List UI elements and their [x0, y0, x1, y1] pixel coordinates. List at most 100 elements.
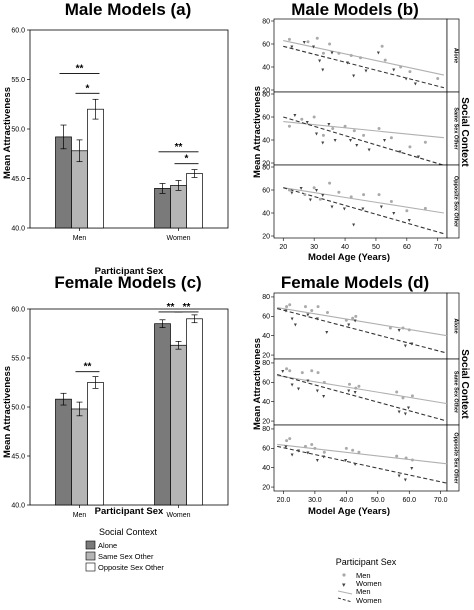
legend-label-men-point: Men [356, 571, 371, 580]
legend-label-same-sex: Same Sex Other [98, 552, 154, 561]
chart-d-point-men [401, 326, 405, 330]
chart-d-point-women: ▾ [325, 330, 328, 336]
chart-d-point-men [404, 456, 408, 460]
chart-d-ytick-label: 20 [262, 352, 270, 359]
chart-a-xlabel: Participant Sex [95, 266, 164, 277]
chart-c-title: Female Models (c) [54, 273, 201, 292]
chart-d-panel-label: Same Sex Other [453, 371, 459, 414]
chart-d-point-men [357, 384, 361, 388]
chart-b-point-men [362, 193, 366, 197]
chart-b-point-women: ▾ [309, 197, 312, 203]
chart-d-xtick-label: 60.0 [402, 497, 416, 504]
chart-b-ytick-label: 20 [262, 233, 270, 240]
chart-b-point-women: ▾ [383, 138, 386, 144]
chart-b-point-women: ▾ [330, 50, 333, 56]
chart-c-bar [186, 318, 203, 506]
chart-d-point-men [310, 442, 314, 446]
chart-a-bar [71, 150, 88, 229]
chart-a-significance-label: ** [76, 64, 84, 75]
chart-b-ytick-label: 60 [262, 187, 270, 194]
chart-c-bar [87, 382, 104, 506]
chart-b-point-women: ▾ [321, 193, 324, 199]
chart-d-point-women: ▾ [297, 448, 300, 454]
chart-d-ytick-label: 80 [262, 360, 270, 367]
chart-d-xtick-label: 20.0 [277, 497, 291, 504]
chart-b-point-men [303, 193, 307, 197]
chart-d-point-women: ▾ [347, 388, 350, 394]
chart-d-point-men [285, 305, 289, 309]
chart-b-point-men [328, 42, 332, 46]
chart-d-point-women: ▾ [354, 318, 357, 324]
chart-b-point-men [377, 127, 381, 130]
chart-b-point-men [408, 145, 412, 149]
chart-c-ytick-label: 55.0 [11, 356, 25, 363]
chart-a-bar [186, 173, 203, 229]
chart-d-point-men [351, 448, 355, 452]
chart-b-point-men [337, 190, 341, 194]
chart-d-point-men [310, 309, 314, 312]
chart-d-point-men [347, 382, 351, 386]
chart-d-point-women: ▾ [398, 410, 401, 416]
chart-c-ytick-label: 60.0 [11, 307, 25, 314]
chart-d-point-men [285, 439, 289, 443]
chart-d-point-women: ▾ [404, 412, 407, 418]
chart-b-point-men [321, 51, 325, 55]
chart-b-point-men [405, 209, 409, 213]
chart-b-point-women: ▾ [380, 204, 383, 210]
chart-d-point-men [388, 326, 392, 330]
chart-d-point-men [395, 454, 399, 458]
chart-b-point-women: ▾ [321, 141, 324, 147]
chart-d-point-women: ▾ [410, 342, 413, 348]
chart-d-panel-strip [446, 424, 460, 492]
chart-b-point-men [423, 140, 427, 144]
chart-b-point-women: ▾ [293, 113, 296, 119]
chart-c-xlabel: Participant Sex [95, 506, 164, 517]
chart-c-significance-label: ** [183, 302, 191, 313]
legend-label-men-line: Men [356, 587, 371, 596]
chart-c-ytick-label: 45.0 [11, 454, 25, 461]
chart-d-point-men [303, 444, 307, 448]
chart-b-point-men [436, 77, 440, 80]
chart-b-point-men [383, 58, 387, 62]
chart-b-panel [273, 91, 448, 166]
chart-a-title: Male Models (a) [65, 0, 192, 19]
chart-d-point-women: ▾ [306, 313, 309, 319]
chart-d-point-men [316, 305, 320, 309]
legend-line-men [337, 590, 353, 595]
chart-b-point-women: ▾ [327, 122, 330, 128]
chart-b-point-women: ▾ [349, 138, 352, 144]
chart-b-point-women: ▾ [361, 207, 364, 213]
chart-d-point-men [407, 328, 411, 332]
chart-c: 40.0 45.0 50.0 55.0 60.0 Men Women ** ** ** [11, 302, 229, 519]
chart-d-point-women: ▾ [398, 328, 401, 334]
chart-d-fit-line-men [277, 307, 448, 337]
chart-d-point-men [410, 458, 414, 462]
chart-d-point-women: ▾ [306, 379, 309, 385]
chart-a-xtick-label: Women [167, 235, 191, 242]
chart-d-point-men [316, 371, 320, 375]
chart-d-ytick-label: 40 [262, 333, 270, 340]
chart-a-bar [154, 188, 171, 229]
chart-b-panel [273, 18, 448, 93]
chart-d-point-women: ▾ [316, 458, 319, 464]
scatter-legend-title: Participant Sex [336, 557, 397, 567]
legend-marker-men [342, 573, 346, 577]
chart-d-point-men [351, 316, 355, 320]
chart-d-point-women: ▾ [316, 388, 319, 394]
chart-b-point-women: ▾ [368, 147, 371, 153]
chart-d-point-women: ▾ [281, 369, 284, 375]
chart-d-point-men [322, 380, 326, 384]
chart-b-ytick-label: 80 [262, 164, 270, 171]
chart-a-ylabel: Mean Attractiveness [2, 87, 13, 179]
chart-d-ytick-label: 60 [262, 446, 270, 453]
legend-swatch-same-sex [85, 551, 96, 561]
chart-d-ytick-label: 20 [262, 418, 270, 425]
chart-c-ytick-label: 40.0 [11, 503, 25, 510]
chart-b-point-men [306, 40, 310, 44]
chart-b-xtick-label: 60 [403, 244, 411, 251]
chart-b-point-women: ▾ [346, 61, 349, 67]
chart-d-point-men [344, 318, 348, 322]
chart-b-ytick-label: 80 [262, 91, 270, 98]
